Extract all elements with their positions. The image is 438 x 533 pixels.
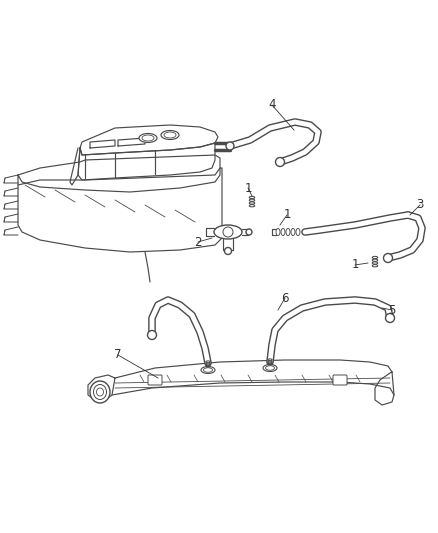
Circle shape bbox=[226, 142, 234, 150]
Ellipse shape bbox=[161, 131, 179, 140]
Ellipse shape bbox=[281, 229, 285, 236]
Text: 3: 3 bbox=[416, 198, 424, 212]
Circle shape bbox=[384, 254, 392, 262]
Text: 5: 5 bbox=[389, 303, 396, 317]
Text: 7: 7 bbox=[114, 349, 122, 361]
Text: 1: 1 bbox=[351, 259, 359, 271]
Ellipse shape bbox=[263, 365, 277, 372]
Ellipse shape bbox=[276, 229, 280, 236]
Circle shape bbox=[276, 157, 285, 166]
Text: 1: 1 bbox=[244, 182, 252, 195]
Circle shape bbox=[385, 313, 395, 322]
Text: 4: 4 bbox=[268, 99, 276, 111]
Ellipse shape bbox=[201, 367, 215, 374]
Circle shape bbox=[246, 229, 252, 235]
Circle shape bbox=[225, 247, 232, 254]
Ellipse shape bbox=[139, 133, 157, 142]
Ellipse shape bbox=[291, 229, 295, 236]
Text: 6: 6 bbox=[281, 292, 289, 304]
FancyBboxPatch shape bbox=[333, 375, 347, 385]
Ellipse shape bbox=[214, 225, 242, 239]
Ellipse shape bbox=[286, 229, 290, 236]
FancyBboxPatch shape bbox=[148, 375, 162, 385]
Text: 1: 1 bbox=[283, 208, 291, 222]
Ellipse shape bbox=[90, 381, 110, 403]
Ellipse shape bbox=[296, 229, 300, 236]
Text: 2: 2 bbox=[194, 236, 202, 248]
Circle shape bbox=[148, 330, 156, 340]
